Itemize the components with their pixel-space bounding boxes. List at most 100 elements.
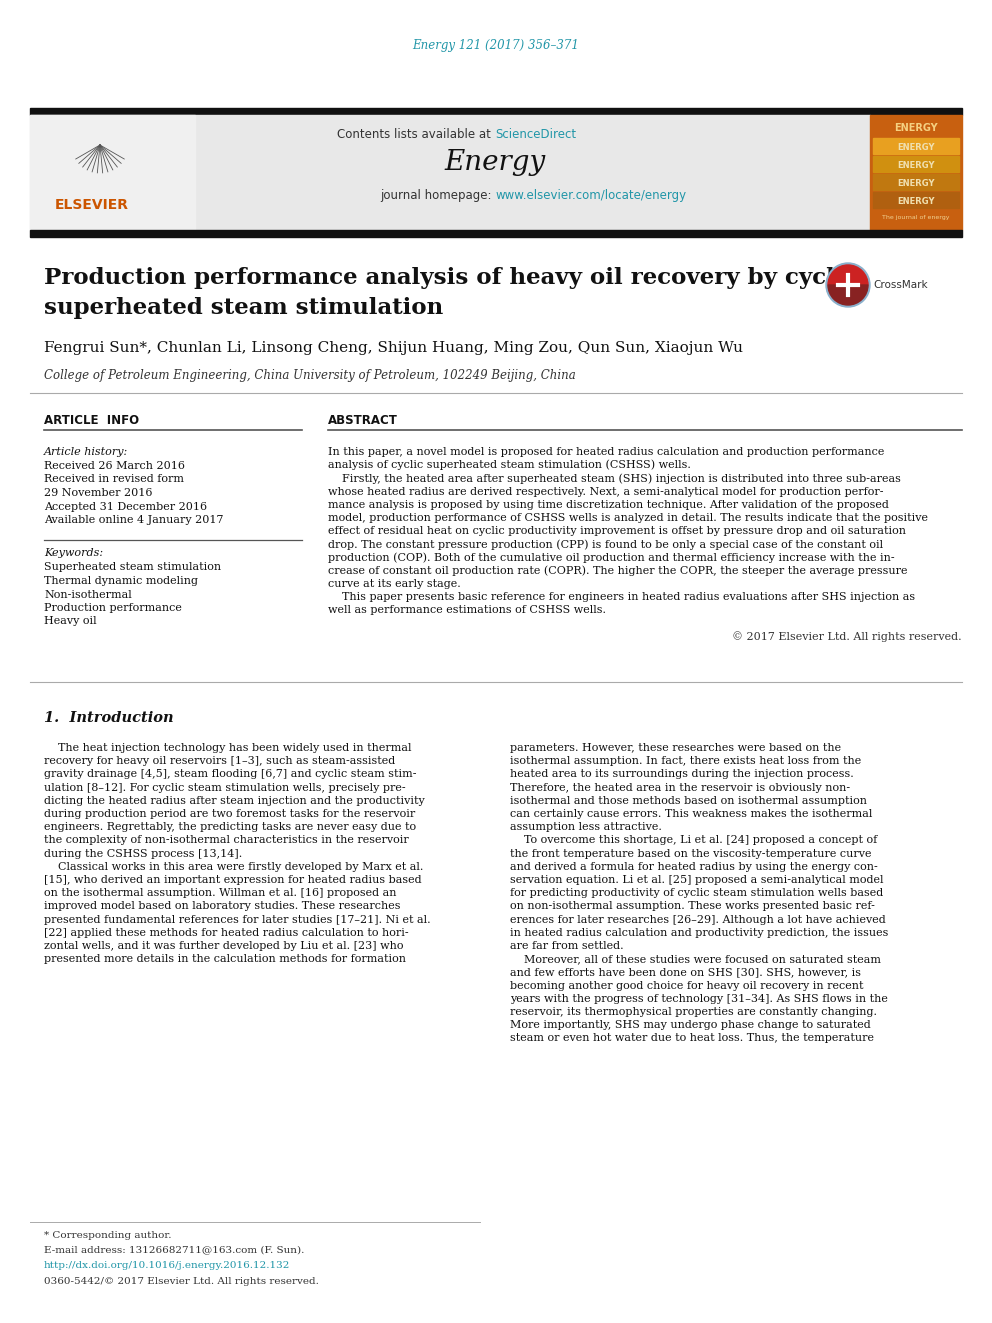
Text: Classical works in this area were firstly developed by Marx et al.: Classical works in this area were firstl…	[44, 861, 424, 872]
Text: Keywords:: Keywords:	[44, 549, 103, 558]
Text: ENERGY: ENERGY	[897, 160, 934, 169]
Text: [15], who derived an important expression for heated radius based: [15], who derived an important expressio…	[44, 875, 422, 885]
Text: presented more details in the calculation methods for formation: presented more details in the calculatio…	[44, 954, 406, 964]
Text: Energy: Energy	[444, 148, 546, 176]
Text: effect of residual heat on cyclic productivity improvement is offset by pressure: effect of residual heat on cyclic produc…	[328, 527, 906, 536]
Text: reservoir, its thermophysical properties are constantly changing.: reservoir, its thermophysical properties…	[510, 1007, 877, 1017]
Text: In this paper, a novel model is proposed for heated radius calculation and produ: In this paper, a novel model is proposed…	[328, 447, 885, 456]
Text: recovery for heavy oil reservoirs [1–3], such as steam-assisted: recovery for heavy oil reservoirs [1–3],…	[44, 757, 395, 766]
Text: www.elsevier.com/locate/energy: www.elsevier.com/locate/energy	[495, 188, 686, 201]
Text: steam or even hot water due to heat loss. Thus, the temperature: steam or even hot water due to heat loss…	[510, 1033, 874, 1044]
Text: and derived a formula for heated radius by using the energy con-: and derived a formula for heated radius …	[510, 861, 878, 872]
Text: improved model based on laboratory studies. These researches: improved model based on laboratory studi…	[44, 901, 401, 912]
Text: can certainly cause errors. This weakness makes the isothermal: can certainly cause errors. This weaknes…	[510, 808, 872, 819]
Text: To overcome this shortage, Li et al. [24] proposed a concept of: To overcome this shortage, Li et al. [24…	[510, 835, 877, 845]
Bar	[30, 108, 962, 115]
Text: Non-isothermal: Non-isothermal	[44, 590, 132, 599]
Text: CrossMark: CrossMark	[873, 280, 928, 290]
Text: during production period are two foremost tasks for the reservoir: during production period are two foremos…	[44, 808, 416, 819]
Bar	[30, 230, 962, 237]
Bar	[873, 175, 959, 191]
Text: on the isothermal assumption. Willman et al. [16] proposed an: on the isothermal assumption. Willman et…	[44, 888, 397, 898]
Text: gravity drainage [4,5], steam flooding [6,7] and cyclic steam stim-: gravity drainage [4,5], steam flooding […	[44, 770, 417, 779]
Bar	[870, 115, 962, 230]
Text: 29 November 2016: 29 November 2016	[44, 488, 153, 497]
Text: becoming another good choice for heavy oil recovery in recent: becoming another good choice for heavy o…	[510, 980, 863, 991]
Text: during the CSHSS process [13,14].: during the CSHSS process [13,14].	[44, 848, 242, 859]
Text: analysis of cyclic superheated steam stimulation (CSHSS) wells.: analysis of cyclic superheated steam sti…	[328, 460, 690, 471]
Text: isothermal assumption. In fact, there exists heat loss from the: isothermal assumption. In fact, there ex…	[510, 757, 861, 766]
Text: ARTICLE  INFO: ARTICLE INFO	[44, 414, 139, 426]
Text: The heat injection technology has been widely used in thermal: The heat injection technology has been w…	[44, 744, 412, 753]
Text: are far from settled.: are far from settled.	[510, 941, 624, 951]
Text: dicting the heated radius after steam injection and the productivity: dicting the heated radius after steam in…	[44, 796, 425, 806]
Text: Contents lists available at: Contents lists available at	[337, 128, 495, 142]
Text: isothermal and those methods based on isothermal assumption: isothermal and those methods based on is…	[510, 796, 867, 806]
Text: erences for later researches [26–29]. Although a lot have achieved: erences for later researches [26–29]. Al…	[510, 914, 886, 925]
Text: E-mail address: 13126682711@163.com (F. Sun).: E-mail address: 13126682711@163.com (F. …	[44, 1245, 305, 1254]
Text: Fengrui Sun*, Chunlan Li, Linsong Cheng, Shijun Huang, Ming Zou, Qun Sun, Xiaoju: Fengrui Sun*, Chunlan Li, Linsong Cheng,…	[44, 341, 743, 355]
Text: journal homepage:: journal homepage:	[380, 188, 495, 201]
Wedge shape	[828, 265, 868, 284]
Text: for predicting productivity of cyclic steam stimulation wells based: for predicting productivity of cyclic st…	[510, 888, 883, 898]
Text: model, production performance of CSHSS wells is analyzed in detail. The results : model, production performance of CSHSS w…	[328, 513, 928, 523]
Text: crease of constant oil production rate (COPR). The higher the COPR, the steeper : crease of constant oil production rate (…	[328, 565, 908, 576]
Text: College of Petroleum Engineering, China University of Petroleum, 102249 Beijing,: College of Petroleum Engineering, China …	[44, 369, 575, 381]
Text: Superheated steam stimulation: Superheated steam stimulation	[44, 562, 221, 573]
Text: Production performance analysis of heavy oil recovery by cyclic: Production performance analysis of heavy…	[44, 267, 857, 288]
Text: whose heated radius are derived respectively. Next, a semi-analytical model for : whose heated radius are derived respecti…	[328, 487, 884, 496]
Text: http://dx.doi.org/10.1016/j.energy.2016.12.132: http://dx.doi.org/10.1016/j.energy.2016.…	[44, 1262, 291, 1270]
Bar	[30, 115, 195, 230]
Bar	[30, 115, 870, 230]
Text: engineers. Regrettably, the predicting tasks are never easy due to: engineers. Regrettably, the predicting t…	[44, 822, 416, 832]
Text: ENERGY: ENERGY	[897, 197, 934, 205]
Text: Energy 121 (2017) 356–371: Energy 121 (2017) 356–371	[413, 38, 579, 52]
Wedge shape	[828, 284, 868, 306]
Text: Article history:: Article history:	[44, 447, 128, 456]
Text: zontal wells, and it was further developed by Liu et al. [23] who: zontal wells, and it was further develop…	[44, 941, 404, 951]
Text: Available online 4 January 2017: Available online 4 January 2017	[44, 515, 223, 525]
Text: Heavy oil: Heavy oil	[44, 617, 96, 627]
Text: ScienceDirect: ScienceDirect	[495, 128, 576, 142]
Text: presented fundamental references for later studies [17–21]. Ni et al.: presented fundamental references for lat…	[44, 914, 431, 925]
Text: ENERGY: ENERGY	[897, 143, 934, 152]
Text: and few efforts have been done on SHS [30]. SHS, however, is: and few efforts have been done on SHS [3…	[510, 967, 861, 978]
Text: ELSEVIER: ELSEVIER	[55, 198, 129, 212]
Text: Accepted 31 December 2016: Accepted 31 December 2016	[44, 501, 207, 512]
Text: ulation [8–12]. For cyclic steam stimulation wells, precisely pre-: ulation [8–12]. For cyclic steam stimula…	[44, 783, 406, 792]
Text: on non-isothermal assumption. These works presented basic ref-: on non-isothermal assumption. These work…	[510, 901, 875, 912]
Text: ENERGY: ENERGY	[894, 123, 937, 134]
Text: heated area to its surroundings during the injection process.: heated area to its surroundings during t…	[510, 770, 854, 779]
Text: This paper presents basic reference for engineers in heated radius evaluations a: This paper presents basic reference for …	[328, 593, 916, 602]
Bar	[873, 138, 959, 153]
Text: Received 26 March 2016: Received 26 March 2016	[44, 460, 185, 471]
Text: well as performance estimations of CSHSS wells.: well as performance estimations of CSHSS…	[328, 606, 606, 615]
Text: ABSTRACT: ABSTRACT	[328, 414, 398, 426]
Text: servation equation. Li et al. [25] proposed a semi-analytical model: servation equation. Li et al. [25] propo…	[510, 875, 884, 885]
Text: 1.  Introduction: 1. Introduction	[44, 710, 174, 725]
Text: the complexity of non-isothermal characteristics in the reservoir: the complexity of non-isothermal charact…	[44, 835, 409, 845]
Text: ENERGY: ENERGY	[897, 179, 934, 188]
Text: Thermal dynamic modeling: Thermal dynamic modeling	[44, 576, 198, 586]
Text: © 2017 Elsevier Ltd. All rights reserved.: © 2017 Elsevier Ltd. All rights reserved…	[732, 631, 962, 642]
Bar	[873, 192, 959, 208]
Text: The journal of energy: The journal of energy	[882, 216, 949, 221]
Text: * Corresponding author.: * Corresponding author.	[44, 1232, 172, 1241]
Text: [22] applied these methods for heated radius calculation to hori-: [22] applied these methods for heated ra…	[44, 927, 409, 938]
Text: parameters. However, these researches were based on the: parameters. However, these researches we…	[510, 744, 841, 753]
Text: curve at its early stage.: curve at its early stage.	[328, 579, 460, 589]
Text: Received in revised form: Received in revised form	[44, 475, 184, 484]
Text: in heated radius calculation and productivity prediction, the issues: in heated radius calculation and product…	[510, 927, 889, 938]
Text: production (COP). Both of the cumulative oil production and thermal efficiency i: production (COP). Both of the cumulative…	[328, 552, 895, 562]
Circle shape	[826, 263, 870, 307]
Text: years with the progress of technology [31–34]. As SHS flows in the: years with the progress of technology [3…	[510, 994, 888, 1004]
Text: More importantly, SHS may undergo phase change to saturated: More importantly, SHS may undergo phase …	[510, 1020, 871, 1031]
Text: assumption less attractive.: assumption less attractive.	[510, 822, 662, 832]
Text: drop. The constant pressure production (CPP) is found to be only a special case : drop. The constant pressure production (…	[328, 538, 883, 549]
Text: Moreover, all of these studies were focused on saturated steam: Moreover, all of these studies were focu…	[510, 954, 881, 964]
Bar	[873, 156, 959, 172]
Text: the front temperature based on the viscosity-temperature curve: the front temperature based on the visco…	[510, 848, 872, 859]
Text: Production performance: Production performance	[44, 603, 182, 613]
Text: 0360-5442/© 2017 Elsevier Ltd. All rights reserved.: 0360-5442/© 2017 Elsevier Ltd. All right…	[44, 1278, 318, 1286]
Text: Therefore, the heated area in the reservoir is obviously non-: Therefore, the heated area in the reserv…	[510, 783, 850, 792]
